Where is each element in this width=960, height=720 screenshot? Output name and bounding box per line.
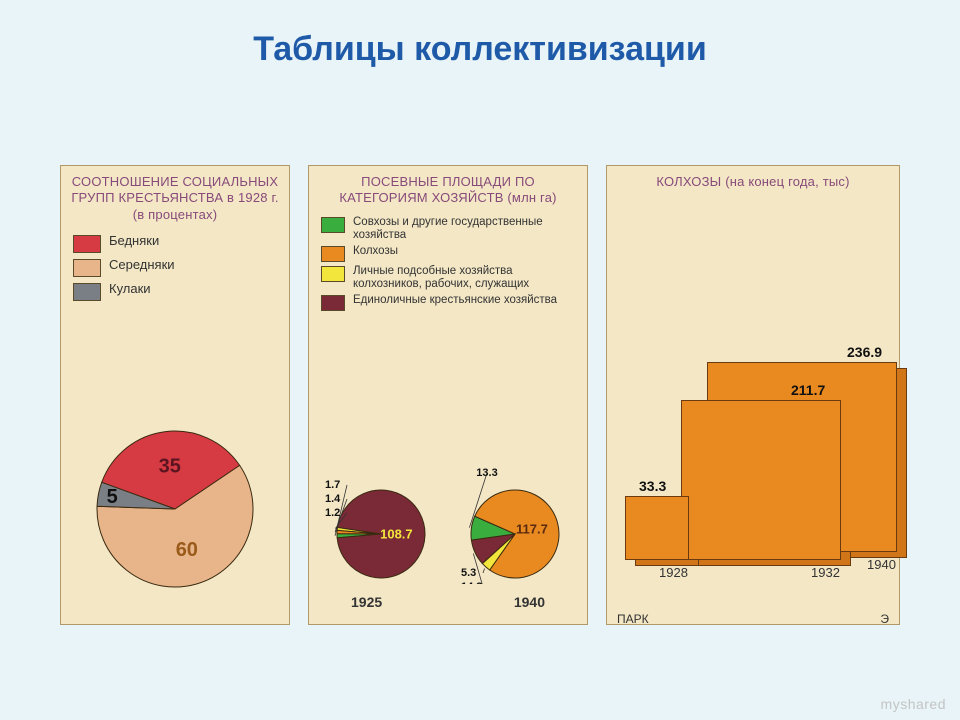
legend-label: Бедняки bbox=[109, 234, 159, 249]
leader-line bbox=[483, 568, 485, 573]
pie-1925: 108.7 1.7 1.4 1.2 bbox=[321, 464, 441, 584]
square-year: 1940 bbox=[867, 557, 896, 572]
legend-label: Личные подсобные хозяйства колхозников, … bbox=[353, 265, 575, 291]
panel-sown-area: ПОСЕВНЫЕ ПЛОЩАДИ ПО КАТЕГОРИЯМ ХОЗЯЙСТВ … bbox=[308, 165, 588, 625]
year-1940: 1940 bbox=[514, 594, 545, 610]
square-year: 1928 bbox=[659, 565, 688, 580]
legend-item: Кулаки bbox=[73, 282, 277, 301]
legend-item: Середняки bbox=[73, 258, 277, 277]
panel1-pie: 35 60 5 bbox=[90, 424, 260, 594]
pie-slice-label: 5 bbox=[107, 486, 118, 508]
square-value: 33.3 bbox=[639, 478, 666, 494]
page-title: Таблицы коллективизации bbox=[0, 0, 960, 69]
legend-item: Бедняки bbox=[73, 234, 277, 253]
legend-label: Середняки bbox=[109, 258, 175, 273]
legend-swatch bbox=[321, 217, 345, 233]
squares-area: 33.31928211.71932236.91940 bbox=[619, 216, 887, 600]
legend-label: Колхозы bbox=[353, 245, 398, 258]
legend-swatch bbox=[73, 283, 101, 301]
fragment-park: ПАРК bbox=[617, 612, 649, 626]
pie-small-label: 14.3 bbox=[461, 581, 482, 584]
square bbox=[625, 496, 689, 560]
legend-item: Колхозы bbox=[321, 245, 575, 262]
legend-label: Кулаки bbox=[109, 282, 151, 297]
square-value: 236.9 bbox=[847, 344, 882, 360]
square-value: 211.7 bbox=[791, 382, 825, 398]
panel-social-groups: СООТНОШЕНИЕ СОЦИАЛЬНЫХ ГРУПП КРЕСТЬЯНСТВ… bbox=[60, 165, 290, 625]
legend-label: Совхозы и другие государственные хозяйст… bbox=[353, 216, 575, 242]
pie-big-label: 117.7 bbox=[516, 521, 548, 536]
pie-big-label: 108.7 bbox=[380, 526, 413, 541]
legend-swatch bbox=[321, 266, 345, 282]
legend-swatch bbox=[321, 295, 345, 311]
legend-item: Совхозы и другие государственные хозяйст… bbox=[321, 216, 575, 242]
pie-slice-label: 35 bbox=[159, 455, 181, 477]
square-year: 1932 bbox=[811, 565, 840, 580]
pie-small-label: 1.7 bbox=[325, 479, 340, 491]
pie-small-label: 1.2 bbox=[325, 507, 340, 519]
panel-kolkhozy: КОЛХОЗЫ (на конец года, тыс) 33.3 1928 211… bbox=[606, 165, 900, 625]
pie-slice-label: 60 bbox=[176, 539, 198, 561]
legend-swatch bbox=[73, 259, 101, 277]
pie-1940: 117.7 13.3 5.3 14.3 bbox=[455, 464, 575, 584]
legend-swatch bbox=[73, 235, 101, 253]
legend-label: Единоличные крестьянские хозяйства bbox=[353, 294, 557, 307]
square bbox=[681, 400, 841, 560]
pie-small-label: 1.4 bbox=[325, 493, 341, 505]
legend-item: Личные подсобные хозяйства колхозников, … bbox=[321, 265, 575, 291]
panel2-legend: Совхозы и другие государственные хозяйст… bbox=[309, 207, 587, 312]
pie-small-label: 13.3 bbox=[476, 467, 497, 479]
legend-item: Единоличные крестьянские хозяйства bbox=[321, 294, 575, 311]
panel3-title: КОЛХОЗЫ (на конец года, тыс) bbox=[607, 166, 899, 190]
year-1925: 1925 bbox=[351, 594, 382, 610]
panel1-legend: Бедняки Середняки Кулаки bbox=[61, 223, 289, 301]
panel1-title: СООТНОШЕНИЕ СОЦИАЛЬНЫХ ГРУПП КРЕСТЬЯНСТВ… bbox=[61, 166, 289, 223]
watermark: myshared bbox=[881, 696, 946, 712]
panel2-title: ПОСЕВНЫЕ ПЛОЩАДИ ПО КАТЕГОРИЯМ ХОЗЯЙСТВ … bbox=[309, 166, 587, 207]
panels-row: СООТНОШЕНИЕ СОЦИАЛЬНЫХ ГРУПП КРЕСТЬЯНСТВ… bbox=[60, 165, 900, 625]
pie-small-label: 5.3 bbox=[461, 567, 476, 579]
fragment-e: Э bbox=[880, 612, 889, 626]
legend-swatch bbox=[321, 246, 345, 262]
